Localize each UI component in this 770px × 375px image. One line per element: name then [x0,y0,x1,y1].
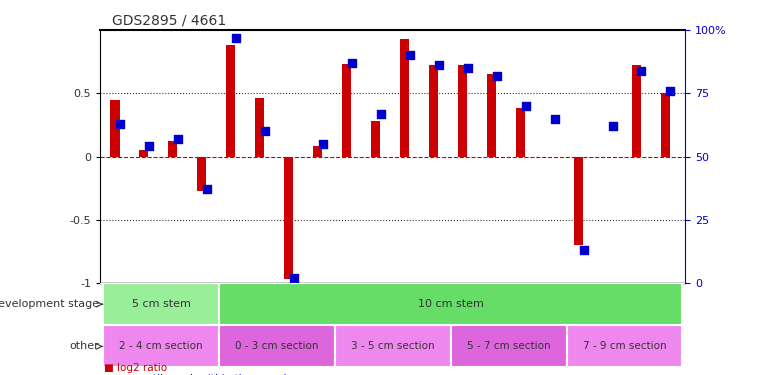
Bar [516,108,525,157]
FancyBboxPatch shape [567,325,682,368]
Point [201,186,213,192]
Point [142,144,155,150]
Point [665,88,677,94]
Point [374,111,387,117]
Text: 7 - 9 cm section: 7 - 9 cm section [583,341,666,351]
Bar [226,45,236,157]
Text: ■ percentile rank within the sample: ■ percentile rank within the sample [104,374,293,375]
Bar [197,157,206,191]
Text: 2 - 4 cm section: 2 - 4 cm section [119,341,203,351]
FancyBboxPatch shape [219,283,682,325]
Text: 0 - 3 cm section: 0 - 3 cm section [235,341,319,351]
Bar [487,74,496,157]
Point [578,247,590,253]
Text: 10 cm stem: 10 cm stem [417,299,484,309]
Bar [632,65,641,157]
Point [635,68,648,74]
Point [433,62,445,68]
Point [548,116,561,122]
Bar [429,65,438,157]
FancyBboxPatch shape [450,325,567,368]
Bar [458,65,467,157]
Point [346,60,358,66]
Bar [574,157,583,245]
FancyBboxPatch shape [335,325,450,368]
Point [403,53,416,58]
Point [490,73,503,79]
Point [461,65,474,71]
FancyBboxPatch shape [103,325,219,368]
Bar [110,100,119,157]
FancyBboxPatch shape [219,325,335,368]
Point [114,121,126,127]
Bar [313,147,323,157]
Bar [255,98,264,157]
Text: 5 - 7 cm section: 5 - 7 cm section [467,341,551,351]
Point [520,103,532,109]
Point [172,136,184,142]
Text: 3 - 5 cm section: 3 - 5 cm section [351,341,434,351]
Text: 5 cm stem: 5 cm stem [132,299,190,309]
Bar [342,64,351,157]
Point [316,141,329,147]
Text: ■ log2 ratio: ■ log2 ratio [104,363,167,373]
Point [606,123,618,129]
Bar [169,141,177,157]
Bar [661,93,670,157]
Text: other: other [70,341,99,351]
Bar [371,121,380,157]
Bar [284,157,293,279]
Point [288,275,300,281]
Point [259,128,271,134]
FancyBboxPatch shape [103,283,219,325]
Point [229,34,242,40]
Text: GDS2895 / 4661: GDS2895 / 4661 [112,13,226,27]
Bar [139,150,149,157]
Bar [400,39,409,157]
Text: development stage: development stage [0,299,99,309]
